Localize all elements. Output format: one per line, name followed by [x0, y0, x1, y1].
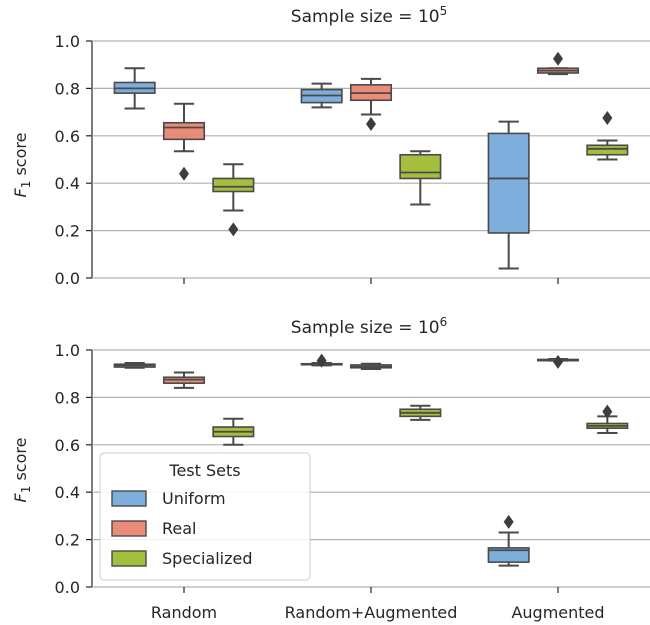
legend-label-real: Real	[162, 519, 197, 538]
y-tick-label: 1.0	[55, 32, 80, 51]
panel-2-title: Sample size = 106	[291, 315, 447, 338]
panel-1-ylabel-sub: 1	[19, 181, 33, 189]
outlier-marker	[553, 354, 563, 369]
legend-label-specialized: Specialized	[162, 549, 253, 568]
box-specialized-augmented	[586, 111, 629, 161]
outlier-marker	[602, 111, 613, 126]
panel-2-title-sup: 6	[440, 315, 448, 329]
outlier-marker	[316, 353, 327, 368]
y-tick-label: 0.0	[55, 269, 80, 288]
legend-label-uniform: Uniform	[162, 489, 226, 508]
y-tick-label: 0.4	[55, 174, 80, 193]
panel-1-title-text: Sample size = 10	[291, 7, 440, 27]
box-iqr	[212, 177, 255, 193]
box-uniform-random	[113, 362, 156, 369]
outlier-marker	[366, 116, 376, 131]
y-tick-label: 0.2	[55, 531, 80, 550]
panel-1-ylabel-f: F	[11, 187, 30, 197]
legend-swatch-specialized	[111, 550, 147, 567]
outlier-marker	[602, 404, 613, 419]
legend-swatch-uniform	[111, 490, 147, 507]
y-tick-label: 0.8	[55, 388, 80, 407]
outlier-marker	[553, 51, 563, 66]
box-uniform-random-augmented	[300, 353, 343, 368]
panel-1-title: Sample size = 105	[291, 4, 447, 27]
box-specialized-random	[212, 417, 255, 446]
panel-2-ylabel-rest: score	[11, 438, 30, 486]
box-real-random	[162, 102, 206, 181]
y-tick-label: 0.0	[55, 578, 80, 597]
box-real-augmented	[536, 51, 580, 76]
box-iqr	[487, 547, 530, 563]
y-tick-label: 0.2	[55, 222, 80, 241]
box-iqr	[487, 132, 530, 234]
x-tick-label: Random	[151, 603, 217, 622]
y-tick-label: 1.0	[55, 341, 80, 360]
panel-1-ylabel: F1 score	[11, 133, 33, 198]
panel-1-ylabel-rest: score	[11, 133, 30, 181]
box-uniform-augmented	[487, 120, 530, 270]
outlier-marker	[503, 514, 514, 529]
panel-2-ylabel: F1 score	[11, 438, 33, 503]
box-iqr	[399, 153, 442, 180]
panel-2-title-text: Sample size = 10	[291, 318, 440, 338]
legend-title: Test Sets	[168, 461, 240, 480]
x-tick-label: Augmented	[511, 603, 604, 622]
box-specialized-random-augmented	[399, 404, 442, 421]
box-iqr	[162, 121, 206, 141]
y-tick-label: 0.6	[55, 436, 80, 455]
box-uniform-augmented	[487, 514, 530, 567]
legend-swatch-real	[111, 520, 147, 537]
box-real-random-augmented	[349, 77, 393, 131]
box-specialized-augmented	[586, 404, 629, 434]
panel-1-title-sup: 5	[440, 4, 448, 18]
panel-sample-size-1e5: Sample size = 105 F1 score 0.0 0.2 0.4 0.6 0…	[11, 4, 650, 288]
y-tick-label: 0.6	[55, 127, 80, 146]
box-specialized-random-augmented	[399, 150, 442, 206]
panel-2-ylabel-sub: 1	[19, 486, 33, 494]
box-real-random	[162, 371, 206, 389]
box-real-augmented	[536, 354, 580, 369]
panel-sample-size-1e6: Sample size = 106 F1 score 0.0 0.2 0.4 0.6 0…	[11, 315, 650, 622]
y-tick-label: 0.4	[55, 483, 80, 502]
box-uniform-random-augmented	[300, 82, 343, 109]
panel-2-ylabel-f: F	[11, 492, 30, 502]
y-tick-label: 0.8	[55, 79, 80, 98]
legend-frame	[99, 452, 311, 581]
box-specialized-random	[212, 163, 255, 237]
x-tick-label: Random+Augmented	[285, 603, 458, 622]
box-uniform-random	[113, 67, 156, 110]
box-iqr	[586, 144, 629, 156]
legend: Test Sets Uniform Real Specialized	[99, 452, 311, 581]
outlier-marker	[228, 222, 239, 237]
outlier-marker	[179, 166, 189, 181]
box-real-random-augmented	[349, 362, 393, 370]
